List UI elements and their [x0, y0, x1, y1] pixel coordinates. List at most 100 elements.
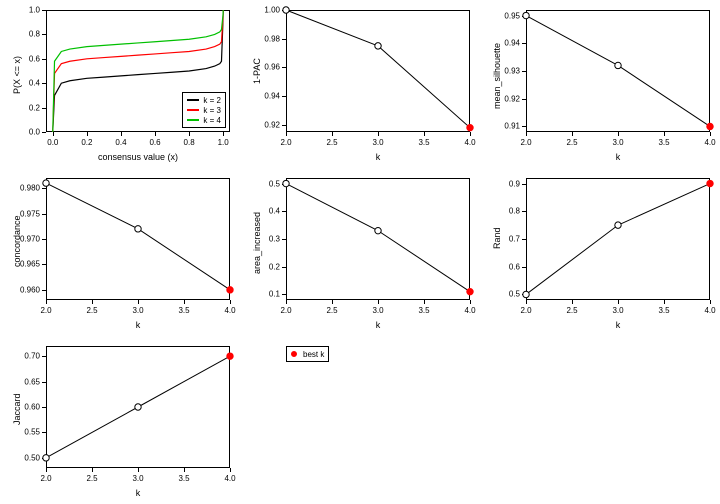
tick-mark-x	[710, 300, 711, 304]
data-point	[135, 404, 141, 410]
tick-label-x: 0.6	[149, 138, 160, 147]
tick-label-x: 0.0	[47, 138, 58, 147]
tick-mark-x	[664, 132, 665, 136]
tick-mark-x	[155, 132, 156, 136]
ecdf-legend: k = 2k = 3k = 4	[182, 92, 226, 128]
tick-label-x: 0.4	[115, 138, 126, 147]
tick-label-x: 2.5	[566, 138, 577, 147]
tick-mark-x	[189, 132, 190, 136]
panel-1-2: kRand2.02.53.03.54.00.50.60.70.80.9	[480, 168, 720, 336]
x-axis-label: k	[46, 320, 230, 330]
tick-label-x: 3.5	[658, 306, 669, 315]
tick-label-x: 3.0	[372, 306, 383, 315]
data-point	[43, 180, 49, 186]
x-axis-label: k	[286, 320, 470, 330]
tick-label-x: 3.5	[178, 474, 189, 483]
x-axis-label: k	[286, 152, 470, 162]
data-point	[523, 12, 529, 18]
tick-mark-x	[230, 300, 231, 304]
metric-line	[526, 16, 710, 127]
tick-label-y: 0.94	[254, 92, 280, 101]
tick-mark-x	[87, 132, 88, 136]
tick-label-y: 0.975	[14, 209, 40, 218]
tick-mark-x	[286, 132, 287, 136]
legend-item: k = 2	[187, 95, 221, 105]
tick-label-x: 4.0	[224, 306, 235, 315]
legend-item: k = 4	[187, 115, 221, 125]
tick-label-x: 3.0	[612, 306, 623, 315]
tick-label-x: 0.8	[184, 138, 195, 147]
data-point	[523, 291, 529, 297]
tick-label-x: 3.0	[612, 138, 623, 147]
tick-mark-x	[378, 300, 379, 304]
tick-mark-x	[46, 300, 47, 304]
tick-label-y: 0.1	[254, 290, 280, 299]
plot-svg	[286, 178, 470, 300]
tick-label-y: 0.960	[14, 285, 40, 294]
tick-label-y: 0.5	[254, 179, 280, 188]
tick-mark-x	[618, 300, 619, 304]
tick-label-x: 4.0	[464, 306, 475, 315]
plot-svg	[46, 346, 230, 468]
legend-swatch-icon	[187, 99, 199, 101]
tick-label-y: 0.8	[494, 207, 520, 216]
tick-label-x: 4.0	[464, 138, 475, 147]
tick-label-y: 1.0	[14, 6, 40, 15]
tick-label-y: 0.92	[494, 94, 520, 103]
tick-label-y: 0.2	[14, 103, 40, 112]
data-point	[43, 455, 49, 461]
chart-grid: consensus value (x)P(X <= x)0.00.20.40.6…	[0, 0, 720, 504]
legend-item: best k	[291, 349, 324, 359]
tick-label-x: 3.5	[418, 138, 429, 147]
tick-mark-x	[92, 300, 93, 304]
tick-label-y: 0.7	[494, 235, 520, 244]
data-point	[615, 222, 621, 228]
tick-label-x: 3.5	[418, 306, 429, 315]
tick-mark-x	[332, 132, 333, 136]
tick-mark-x	[572, 300, 573, 304]
plot-svg	[46, 178, 230, 300]
tick-mark-x	[184, 300, 185, 304]
best-k-point	[707, 180, 713, 186]
tick-label-y: 0.4	[254, 207, 280, 216]
tick-label-y: 0.8	[14, 30, 40, 39]
tick-label-x: 2.5	[566, 306, 577, 315]
metric-line	[526, 184, 710, 295]
tick-mark-x	[92, 468, 93, 472]
tick-label-x: 2.5	[86, 474, 97, 483]
tick-label-x: 2.0	[280, 138, 291, 147]
legend-label: k = 4	[203, 116, 221, 125]
tick-mark-x	[184, 468, 185, 472]
tick-label-x: 4.0	[704, 138, 715, 147]
tick-mark-x	[121, 132, 122, 136]
tick-label-y: 0.4	[14, 79, 40, 88]
tick-label-x: 1.0	[218, 138, 229, 147]
legend-dot-icon	[291, 351, 297, 357]
tick-label-x: 3.5	[658, 138, 669, 147]
tick-mark-x	[710, 132, 711, 136]
tick-mark-x	[470, 132, 471, 136]
tick-mark-x	[378, 132, 379, 136]
tick-label-y: 0.3	[254, 235, 280, 244]
tick-label-x: 3.0	[132, 474, 143, 483]
data-point	[375, 227, 381, 233]
legend-swatch-icon	[187, 119, 199, 121]
tick-label-y: 0.96	[254, 63, 280, 72]
legend-label: k = 2	[203, 96, 221, 105]
tick-label-y: 0.55	[14, 428, 40, 437]
tick-label-x: 4.0	[704, 306, 715, 315]
tick-label-y: 0.50	[14, 453, 40, 462]
tick-label-y: 1.00	[254, 6, 280, 15]
tick-label-x: 2.0	[520, 306, 531, 315]
legend-item: k = 3	[187, 105, 221, 115]
best-k-point	[467, 124, 473, 130]
data-point	[135, 226, 141, 232]
tick-mark-x	[664, 300, 665, 304]
tick-label-x: 2.0	[40, 474, 51, 483]
legend-label: best k	[303, 350, 324, 359]
panel-2-0: kJaccard2.02.53.03.54.00.500.550.600.650…	[0, 336, 240, 504]
x-axis-label: k	[526, 152, 710, 162]
tick-label-y: 0.0	[14, 128, 40, 137]
plot-svg	[286, 10, 470, 132]
tick-mark-x	[46, 468, 47, 472]
